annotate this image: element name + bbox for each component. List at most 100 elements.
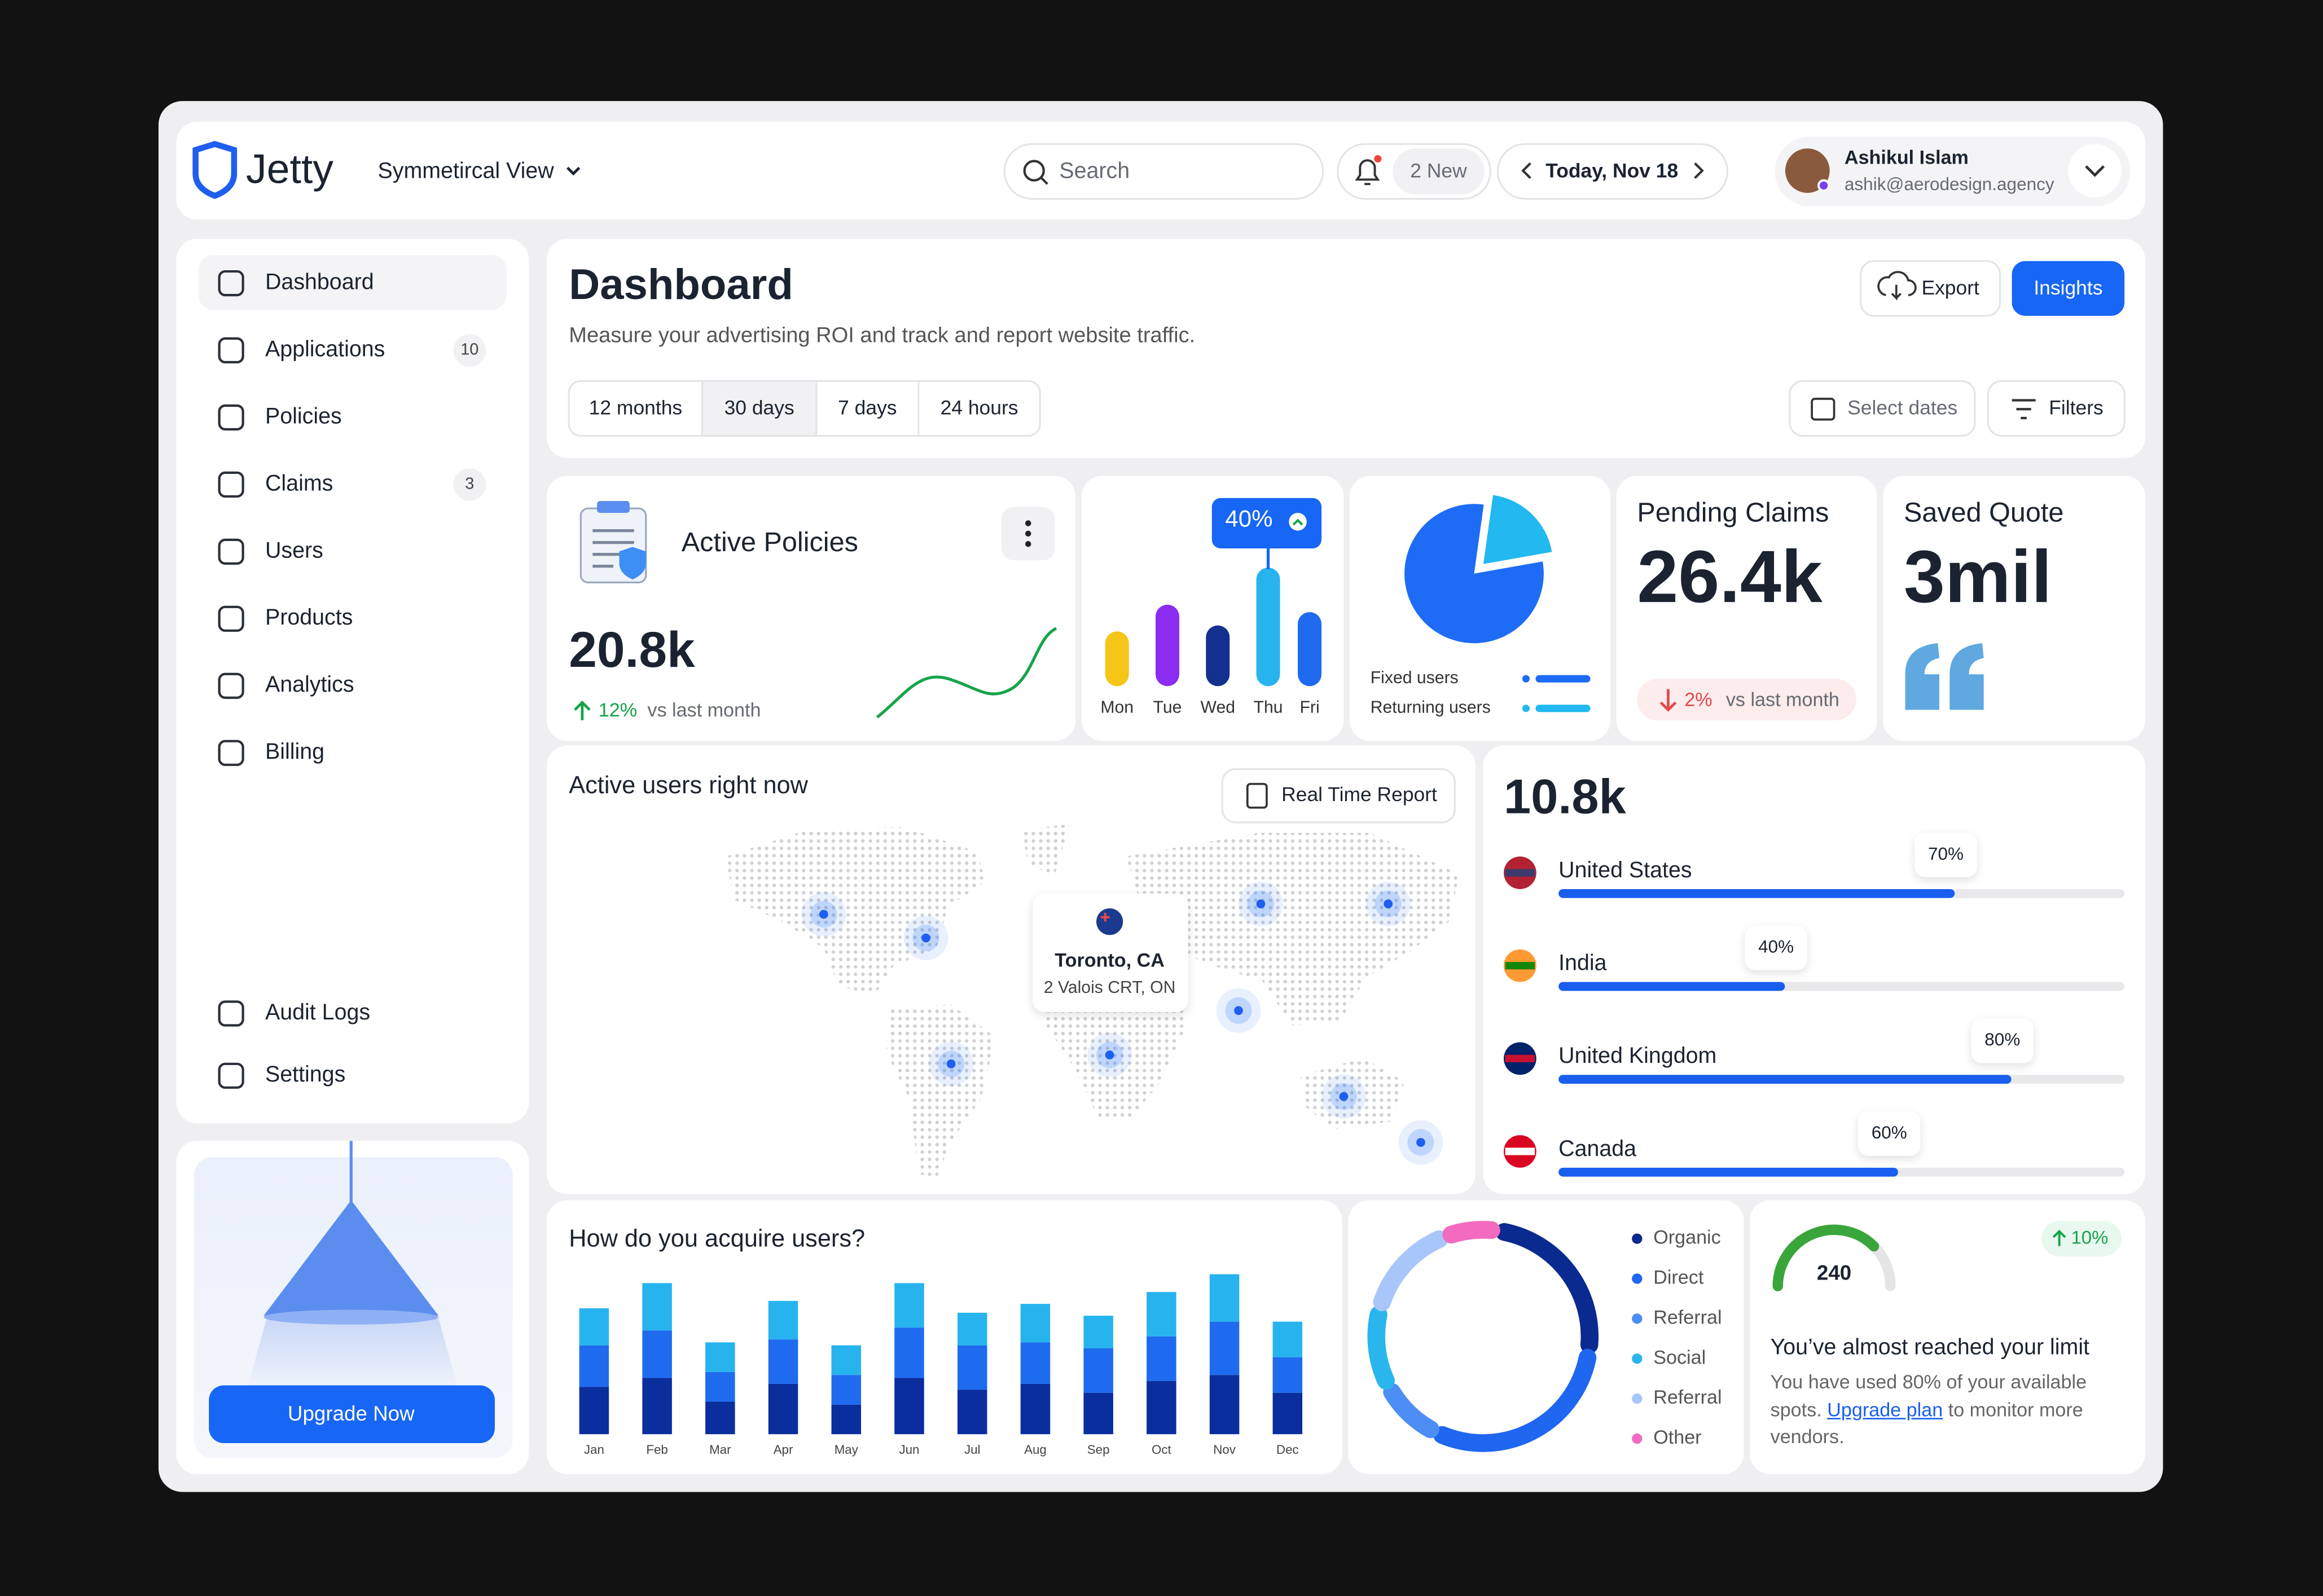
lamp-beam bbox=[245, 1318, 459, 1393]
bar-segment bbox=[1147, 1336, 1176, 1381]
filters-icon bbox=[2012, 399, 2036, 420]
donut-segment bbox=[1383, 1383, 1439, 1439]
export-label[interactable]: Export bbox=[1921, 276, 1979, 299]
range-tab[interactable]: 24 hours bbox=[941, 397, 1018, 419]
nav-item[interactable]: Settings bbox=[265, 1062, 345, 1087]
real-time-report-button[interactable] bbox=[1221, 768, 1456, 824]
legend-dot bbox=[1632, 1353, 1643, 1364]
limit-message-text: You have used 80% of your available spot… bbox=[1771, 1369, 2126, 1452]
bar-segment bbox=[1209, 1274, 1240, 1322]
card-title: Saved Quote bbox=[1904, 498, 2063, 528]
range-tab[interactable]: 7 days bbox=[838, 397, 897, 419]
range-tab[interactable]: 12 months bbox=[589, 397, 682, 419]
map-ping bbox=[1234, 1006, 1243, 1015]
quote-icon bbox=[1905, 643, 1939, 710]
prev-day bbox=[1521, 162, 1531, 179]
nav-item[interactable]: Billing bbox=[265, 739, 324, 764]
real-time-report-label[interactable]: Real Time Report bbox=[1281, 783, 1437, 806]
legend-dot bbox=[1522, 705, 1530, 713]
change: 10% bbox=[2071, 1226, 2109, 1247]
bar-segment bbox=[1209, 1321, 1240, 1375]
country-name: United Kingdom bbox=[1558, 1043, 1716, 1068]
upgrade-button-label[interactable]: Upgrade Now bbox=[288, 1402, 415, 1425]
down-arrow bbox=[1659, 689, 1677, 712]
nav-item[interactable]: Audit Logs bbox=[265, 1000, 370, 1025]
value-pill bbox=[1914, 833, 1977, 877]
select-dates-label[interactable]: Select dates bbox=[1847, 397, 1957, 419]
country-name: Canada bbox=[1558, 1136, 1636, 1161]
chevron bbox=[566, 166, 581, 176]
bar-segment bbox=[831, 1345, 862, 1375]
bar bbox=[1558, 889, 1955, 898]
value-label: 70% bbox=[1928, 843, 1964, 864]
nav-item[interactable]: Dashboard bbox=[265, 269, 374, 294]
bar-segment bbox=[579, 1387, 609, 1435]
flag-au bbox=[1096, 908, 1123, 935]
country-name: United States bbox=[1558, 858, 1692, 882]
nav-active-bg bbox=[198, 255, 507, 310]
limit-card bbox=[1749, 1200, 2145, 1475]
upgrade-button[interactable] bbox=[209, 1385, 495, 1443]
nav-item[interactable]: Policies bbox=[265, 403, 342, 428]
bar-segment bbox=[957, 1312, 987, 1346]
nav-item[interactable]: Applications bbox=[265, 336, 385, 361]
x-tick-label: Thu bbox=[1254, 698, 1283, 717]
bell-icon bbox=[1355, 159, 1380, 186]
insights-button[interactable] bbox=[2012, 261, 2125, 316]
limit-message: You have used 80% of your available spot… bbox=[1771, 1369, 2126, 1452]
bar bbox=[1206, 625, 1230, 687]
search-icon bbox=[1023, 160, 1045, 182]
filters-button[interactable] bbox=[1987, 380, 2126, 437]
bar-segment bbox=[705, 1342, 735, 1372]
limit-title: You’ve almost reached your limit bbox=[1771, 1334, 2089, 1359]
bar-segment bbox=[642, 1330, 672, 1378]
country-name: India bbox=[1558, 951, 1606, 975]
notifications-count-pill bbox=[1393, 148, 1485, 195]
nav-badge-bg bbox=[453, 334, 486, 367]
x-tick-label: Nov bbox=[1213, 1443, 1236, 1457]
bell-dot bbox=[1374, 155, 1382, 163]
export-button[interactable] bbox=[1860, 260, 2001, 317]
bar-segment bbox=[1209, 1375, 1240, 1435]
filters-label[interactable]: Filters bbox=[2049, 397, 2103, 419]
nav-item[interactable]: Analytics bbox=[265, 672, 354, 697]
donut-segment bbox=[1442, 1221, 1500, 1244]
legend-label: Referral bbox=[1653, 1387, 1722, 1408]
flag-au-cross bbox=[1100, 912, 1110, 922]
change-note: vs last month bbox=[647, 700, 761, 721]
select-dates-button[interactable] bbox=[1789, 380, 1976, 437]
lamp-rim bbox=[264, 1309, 439, 1325]
menu-dot bbox=[1025, 540, 1031, 547]
message: You have used 80% of your available spot… bbox=[1770, 1370, 2087, 1421]
nav-badge-bg bbox=[453, 468, 486, 501]
chevron bbox=[2085, 165, 2105, 177]
x-tick-label: Dec bbox=[1276, 1443, 1299, 1457]
search-box[interactable] bbox=[1003, 143, 1324, 200]
bar-segment bbox=[957, 1390, 987, 1435]
range-tab[interactable]: 30 days bbox=[724, 397, 794, 419]
bar bbox=[1105, 631, 1129, 687]
bar bbox=[1155, 604, 1180, 687]
nav-item[interactable]: Products bbox=[265, 605, 353, 630]
bar-segment bbox=[1147, 1380, 1176, 1435]
donut-segment bbox=[1373, 1230, 1448, 1312]
legend-label: Other bbox=[1653, 1427, 1701, 1448]
export-icon bbox=[1877, 271, 1917, 301]
change: 12% bbox=[599, 700, 637, 721]
location-city: Toronto, CA bbox=[1055, 950, 1165, 971]
nav-item[interactable]: Users bbox=[265, 538, 323, 562]
bar bbox=[1256, 568, 1280, 687]
upgrade-link[interactable]: Upgrade plan bbox=[1827, 1397, 1943, 1421]
nav-item[interactable]: Claims bbox=[265, 471, 333, 495]
up-arrow bbox=[2052, 1229, 2066, 1246]
map-ping bbox=[921, 933, 930, 943]
user-menu[interactable] bbox=[1775, 137, 2131, 206]
calendar-icon bbox=[1811, 398, 1835, 421]
lamp-shade bbox=[264, 1200, 439, 1316]
insights-label[interactable]: Insights bbox=[2034, 276, 2102, 299]
sidebar-card bbox=[176, 239, 529, 1123]
avatar-status bbox=[1817, 179, 1830, 192]
legend-dot bbox=[1632, 1273, 1643, 1284]
view-switcher[interactable]: Symmetircal View bbox=[378, 159, 555, 183]
search-placeholder: Search bbox=[1059, 159, 1130, 183]
